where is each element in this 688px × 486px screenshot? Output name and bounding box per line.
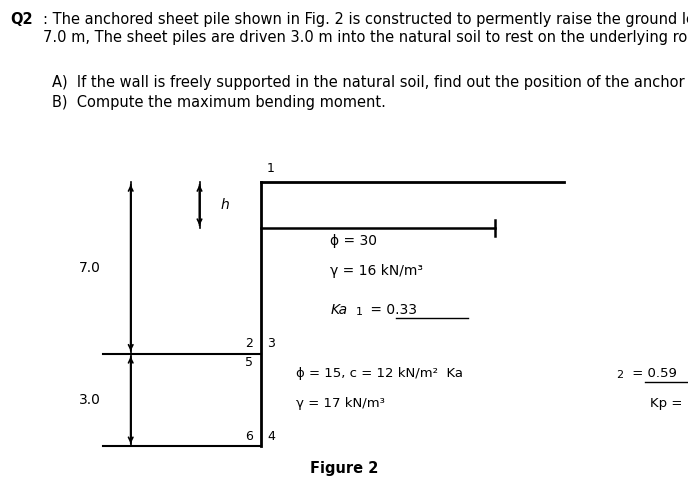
Text: 7.0: 7.0 — [78, 261, 100, 275]
Text: 1: 1 — [267, 162, 275, 175]
Text: Ka: Ka — [330, 303, 347, 317]
Text: 4: 4 — [267, 430, 275, 443]
Text: 6: 6 — [246, 430, 253, 443]
Text: B)  Compute the maximum bending moment.: B) Compute the maximum bending moment. — [52, 95, 385, 110]
Text: Figure 2: Figure 2 — [310, 461, 378, 476]
Text: A)  If the wall is freely supported in the natural soil, find out the position o: A) If the wall is freely supported in th… — [52, 75, 688, 90]
Text: 2: 2 — [246, 337, 253, 350]
Text: 3: 3 — [267, 337, 275, 350]
Text: Q2: Q2 — [10, 12, 33, 27]
Text: 5: 5 — [245, 356, 253, 369]
Text: 3.0: 3.0 — [78, 393, 100, 407]
Text: ϕ = 15, c = 12 kN/m²  Ka: ϕ = 15, c = 12 kN/m² Ka — [296, 367, 463, 380]
Text: γ = 17 kN/m³: γ = 17 kN/m³ — [296, 397, 385, 410]
Text: = 0.33: = 0.33 — [366, 303, 417, 317]
Text: Kp = 1.7: Kp = 1.7 — [616, 397, 688, 410]
Text: 1: 1 — [356, 308, 363, 317]
Text: ϕ = 30: ϕ = 30 — [330, 234, 377, 248]
Text: 2: 2 — [616, 370, 623, 380]
Text: γ = 16 kN/m³: γ = 16 kN/m³ — [330, 264, 423, 278]
Text: : The anchored sheet pile shown in Fig. 2 is constructed to permently raise the : : The anchored sheet pile shown in Fig. … — [43, 12, 688, 45]
Text: h: h — [220, 198, 229, 212]
Text: = 0.59: = 0.59 — [628, 367, 677, 380]
